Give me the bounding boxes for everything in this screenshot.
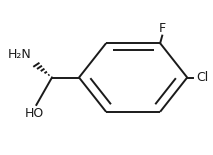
Text: Cl: Cl	[197, 71, 209, 84]
Text: F: F	[159, 22, 166, 35]
Text: HO: HO	[25, 107, 44, 120]
Text: H₂N: H₂N	[7, 48, 31, 61]
